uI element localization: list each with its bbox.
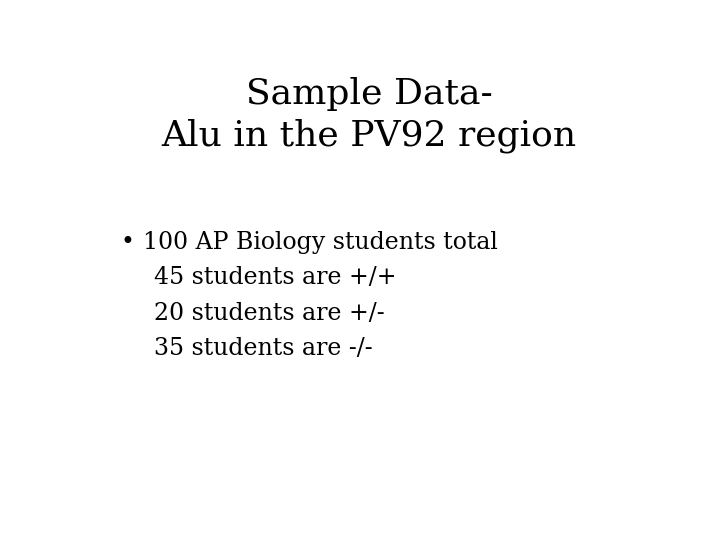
Text: 100 AP Biology students total: 100 AP Biology students total	[143, 231, 498, 254]
Text: 35 students are -/-: 35 students are -/-	[154, 337, 373, 360]
Text: •: •	[121, 231, 135, 254]
Text: 20 students are +/-: 20 students are +/-	[154, 302, 384, 325]
Text: 45 students are +/+: 45 students are +/+	[154, 266, 397, 289]
Text: Sample Data-
Alu in the PV92 region: Sample Data- Alu in the PV92 region	[161, 77, 577, 152]
